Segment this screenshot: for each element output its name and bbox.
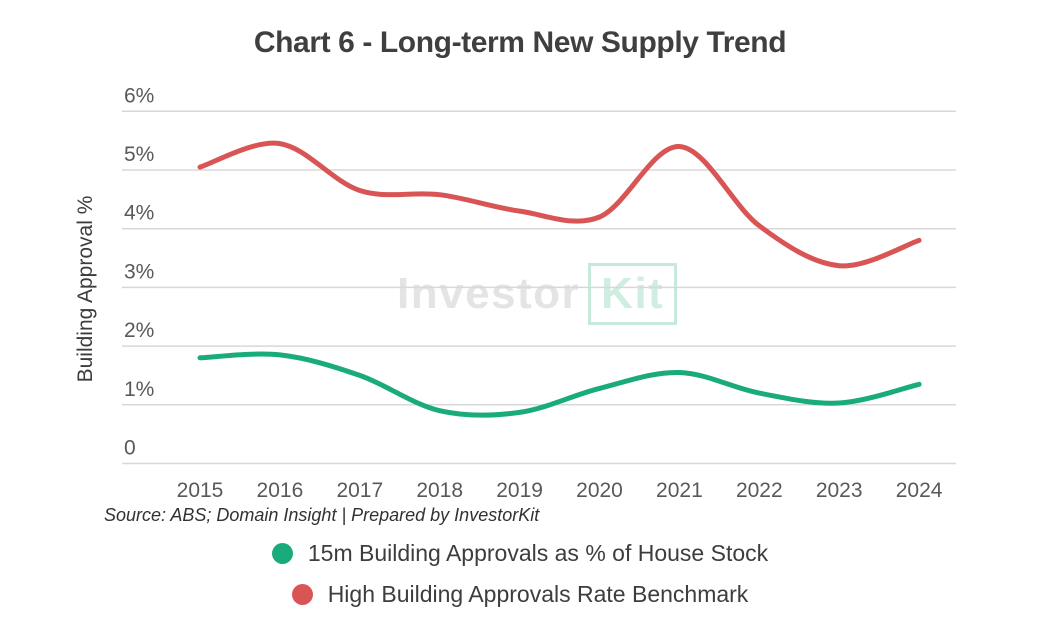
x-tick-label-2018: 2018 [416,479,463,502]
legend-item-red-series: High Building Approvals Rate Benchmark [291,581,749,608]
source-note: Source: ABS; Domain Insight | Prepared b… [104,505,540,525]
y-tick-label-2%: 2% [124,319,154,342]
y-tick-label-3%: 3% [124,260,154,283]
legend-item-green-series: 15m Building Approvals as % of House Sto… [271,540,769,567]
watermark-text-investor: Investor [397,269,581,319]
watermark-text-kit: Kit [588,263,678,326]
legend-swatch-red-circle [291,584,313,605]
investorkit-watermark: Investor Kit [397,263,678,326]
x-tick-label-2022: 2022 [736,479,783,502]
x-tick-label-2017: 2017 [336,479,383,502]
x-tick-label-2023: 2023 [816,479,863,502]
x-tick-label-2019: 2019 [496,479,543,502]
series-line-green [197,351,922,418]
y-tick-label-1%: 1% [124,378,154,401]
y-tick-label-6%: 6% [124,84,154,107]
x-tick-label-2015: 2015 [177,479,224,502]
x-tick-label-2021: 2021 [656,479,703,502]
chart-legend: 15m Building Approvals as % of House Sto… [0,540,1040,608]
legend-label-green-series: 15m Building Approvals as % of House Sto… [307,540,769,566]
legend-swatch-green-circle [271,543,293,564]
x-tick-label-2020: 2020 [576,479,623,502]
x-tick-label-2016: 2016 [257,479,304,502]
y-tick-label-5%: 5% [124,143,154,166]
legend-label-red-series: High Building Approvals Rate Benchmark [327,581,749,607]
x-tick-label-2024: 2024 [896,479,943,502]
y-tick-label-0: 0 [124,437,136,460]
y-tick-label-4%: 4% [124,202,154,225]
chart-title: Chart 6 - Long-term New Supply Trend [253,26,787,59]
series-line-red [197,140,922,269]
